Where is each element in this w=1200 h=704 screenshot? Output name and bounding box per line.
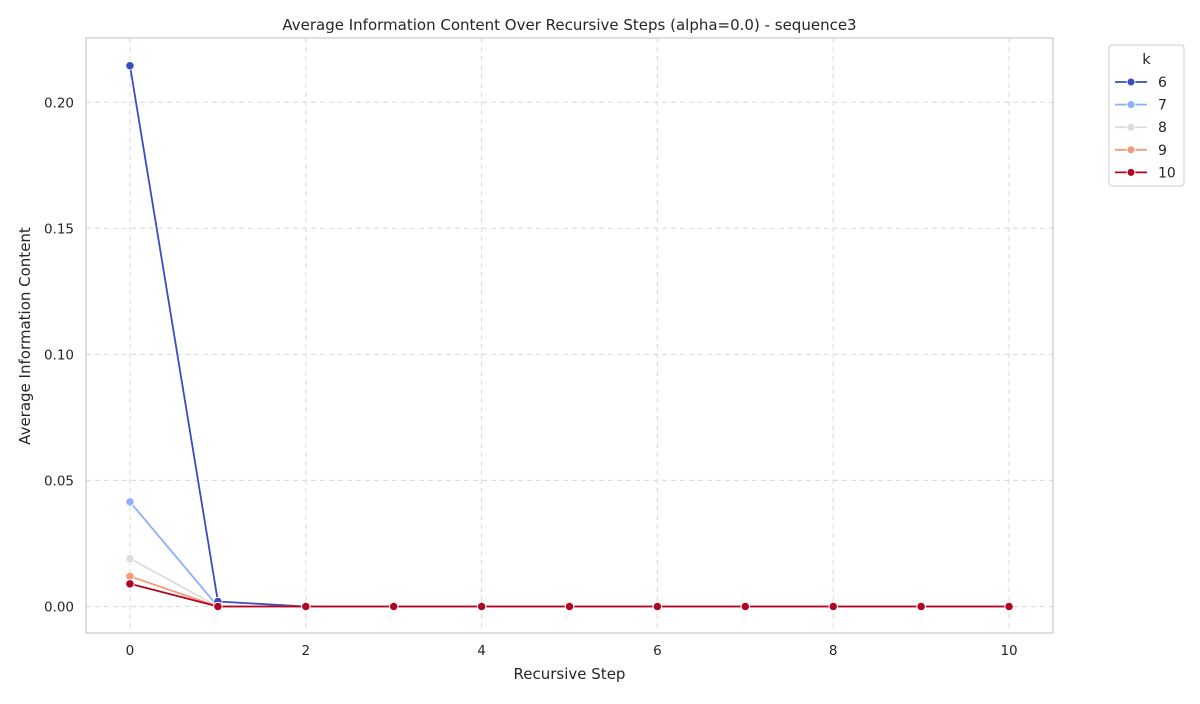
data-point-k8 (125, 553, 135, 564)
plot-frame (85, 37, 1054, 634)
legend-marker-k9 (1126, 145, 1136, 155)
legend-marker-k6 (1126, 77, 1136, 87)
data-point-k10 (740, 601, 750, 612)
y-tick-label: 0.10 (44, 347, 74, 363)
chart-title: Average Information Content Over Recursi… (282, 16, 856, 34)
y-tick-label: 0.15 (44, 221, 74, 237)
legend-marker-k10 (1126, 167, 1136, 177)
y-tick-label: 0.05 (44, 473, 74, 489)
y-tick-label: 0.20 (44, 95, 74, 111)
x-tick-label: 8 (829, 643, 838, 659)
legend-items: 6 7 8 9 10 (1115, 75, 1176, 181)
y-axis-label: Average Information Content (16, 227, 34, 445)
legend-label-k6: 6 (1158, 75, 1167, 91)
y-tick-label: 0.00 (44, 600, 74, 616)
x-tick-label: 6 (653, 643, 662, 659)
legend-label-k9: 9 (1158, 143, 1167, 159)
legend-label-k10: 10 (1158, 165, 1176, 181)
data-point-k7 (125, 497, 135, 507)
x-tick-label: 4 (477, 643, 486, 659)
x-tick-label: 2 (301, 643, 310, 659)
data-point-k10 (828, 601, 838, 612)
grid-lines (86, 38, 1053, 633)
data-point-k10 (1004, 601, 1014, 612)
data-point-k10 (301, 601, 311, 612)
legend-marker-k7 (1126, 100, 1136, 110)
series-line-k7 (129, 501, 1009, 608)
series-lines (129, 65, 1009, 608)
x-tick-label: 0 (126, 643, 135, 659)
legend-label-k7: 7 (1158, 98, 1167, 114)
data-point-k10 (916, 601, 926, 612)
data-point-k10 (125, 579, 135, 589)
series-line-k8 (129, 557, 1009, 608)
series-markers (125, 61, 1014, 612)
data-point-k6 (125, 61, 135, 71)
series-line-k6 (129, 65, 1009, 608)
x-axis-ticks: 0 2 4 6 8 10 (126, 643, 1018, 659)
legend-title: k (1142, 52, 1151, 68)
data-point-k10 (476, 601, 487, 612)
x-axis-label: Recursive Step (514, 665, 626, 683)
y-axis-ticks: 0.00 0.05 0.10 0.15 0.20 (44, 95, 74, 615)
legend-label-k8: 8 (1158, 120, 1167, 136)
data-point-k10 (213, 601, 223, 612)
data-point-k10 (564, 601, 575, 612)
data-point-k10 (652, 601, 663, 612)
data-point-k10 (389, 601, 399, 612)
legend-marker-k8 (1126, 122, 1136, 132)
x-tick-label: 10 (1000, 643, 1017, 659)
legend: k 6 7 8 9 10 (1108, 44, 1185, 187)
